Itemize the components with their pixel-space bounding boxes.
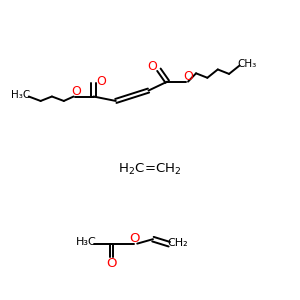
Text: CH₃: CH₃ (237, 59, 256, 69)
Text: O: O (71, 85, 81, 98)
Text: O: O (106, 257, 117, 270)
Text: H₃C: H₃C (11, 90, 30, 100)
Text: H₃C: H₃C (76, 237, 97, 247)
Text: O: O (183, 70, 193, 83)
Text: O: O (96, 75, 106, 88)
Text: CH₂: CH₂ (167, 238, 188, 248)
Text: O: O (130, 232, 140, 245)
Text: O: O (147, 60, 157, 73)
Text: H$_2$C$\!=\!$CH$_2$: H$_2$C$\!=\!$CH$_2$ (118, 162, 182, 177)
